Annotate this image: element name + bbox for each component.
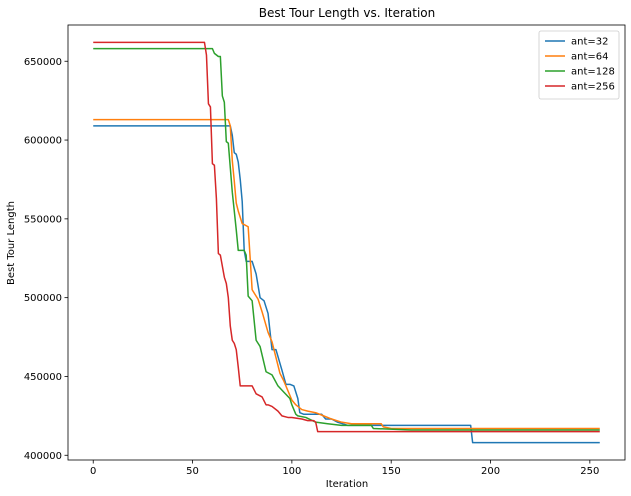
x-tick-label: 0 <box>90 466 96 477</box>
legend-label-3: ant=256 <box>571 82 615 93</box>
legend-box <box>538 30 620 100</box>
legend-label-2: ant=128 <box>571 67 615 78</box>
series-line-3 <box>93 41 600 433</box>
y-tick-label: 600000 <box>24 136 62 147</box>
x-tick-label: 150 <box>382 466 401 477</box>
chart-title: Best Tour Length vs. Iteration <box>259 6 435 20</box>
y-tick-label: 650000 <box>24 57 62 68</box>
axes-frame <box>67 24 626 461</box>
x-tick-label: 100 <box>282 466 301 477</box>
legend: ant=32 ant=64 ant=128 ant=256 <box>538 30 620 100</box>
y-axis-title: Best Tour Length <box>6 201 17 285</box>
series-line-1 <box>93 118 600 430</box>
x-tick-label: 50 <box>186 466 199 477</box>
y-tick-label: 550000 <box>24 214 62 225</box>
x-tick-label: 200 <box>481 466 500 477</box>
legend-label-0: ant=32 <box>571 37 609 48</box>
y-tick-label: 450000 <box>24 372 62 383</box>
y-tick-label: 500000 <box>24 293 62 304</box>
plot-area <box>67 24 626 461</box>
y-tick-label: 400000 <box>24 451 62 462</box>
series-line-2 <box>93 47 600 431</box>
x-tick-label: 250 <box>580 466 599 477</box>
x-axis-title: Iteration <box>326 479 368 490</box>
legend-label-1: ant=64 <box>571 52 609 63</box>
